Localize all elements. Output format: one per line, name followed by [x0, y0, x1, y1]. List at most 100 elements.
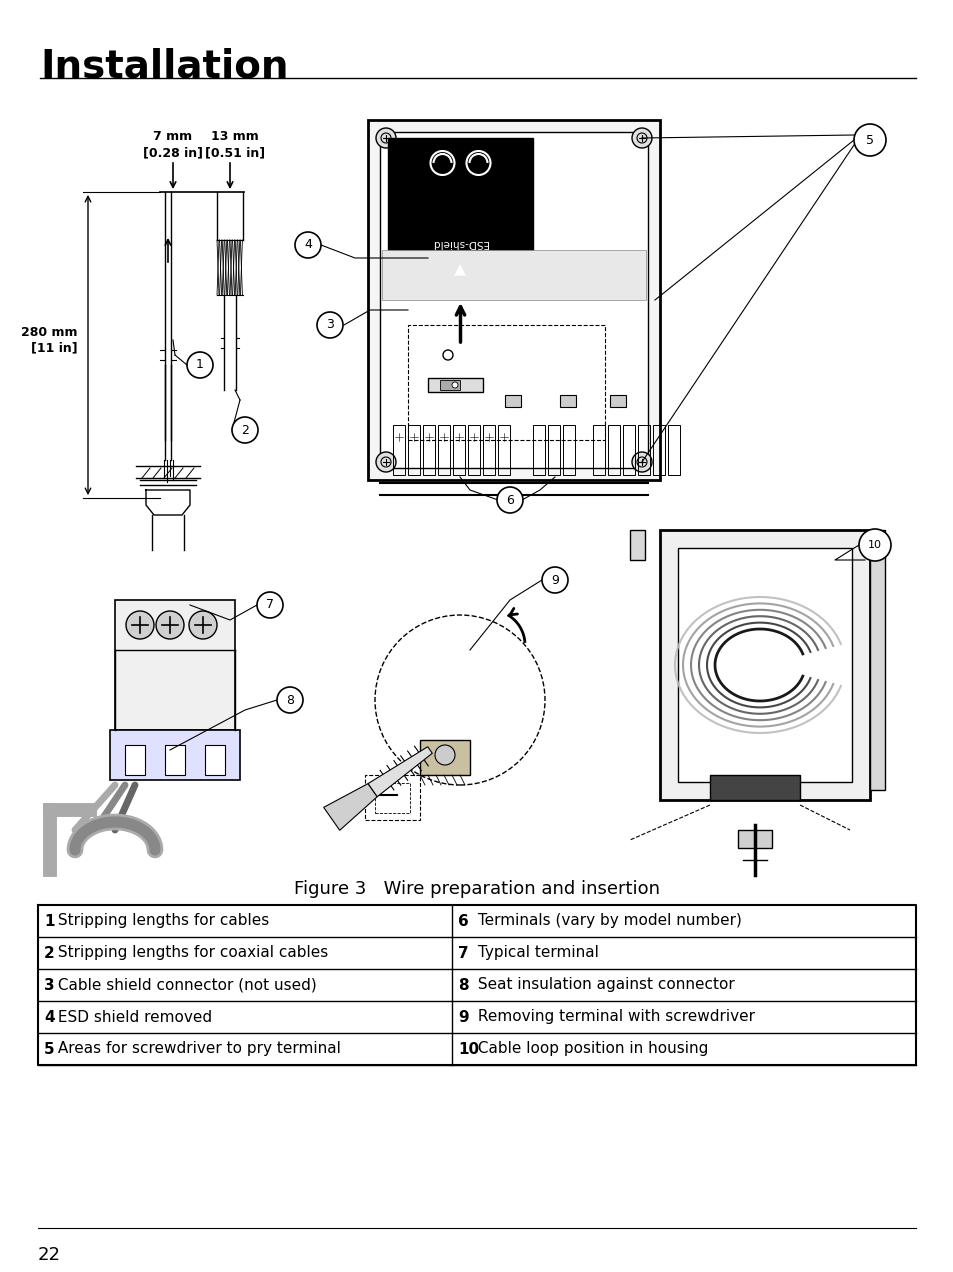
Circle shape: [126, 611, 153, 639]
Text: Cable shield connector (not used): Cable shield connector (not used): [53, 977, 316, 992]
Bar: [678, 548, 851, 782]
Bar: [622, 425, 635, 474]
Bar: [629, 530, 644, 560]
Bar: [428, 378, 482, 392]
Bar: [125, 745, 145, 775]
Bar: [638, 425, 649, 474]
Bar: [368, 120, 659, 480]
Bar: [439, 380, 459, 391]
Bar: [365, 775, 419, 820]
Circle shape: [187, 352, 213, 378]
Bar: [379, 132, 647, 468]
Bar: [709, 775, 800, 800]
Text: Stripping lengths for cables: Stripping lengths for cables: [53, 913, 269, 929]
Bar: [659, 530, 869, 800]
Circle shape: [232, 417, 257, 443]
Bar: [375, 784, 410, 813]
Text: 1: 1: [44, 913, 54, 929]
Text: 6: 6: [505, 494, 514, 506]
Circle shape: [276, 687, 303, 714]
Text: Installation: Installation: [40, 48, 288, 86]
Circle shape: [294, 232, 320, 258]
Circle shape: [375, 452, 395, 472]
Text: 4: 4: [304, 239, 312, 252]
Bar: [437, 425, 450, 474]
Text: ESD shield removed: ESD shield removed: [53, 1010, 212, 1024]
Text: 5: 5: [865, 134, 873, 146]
Text: 4: 4: [44, 1010, 54, 1024]
Bar: [422, 425, 435, 474]
Bar: [562, 425, 575, 474]
Circle shape: [430, 151, 454, 176]
Text: 10: 10: [867, 541, 882, 550]
Text: Removing terminal with screwdriver: Removing terminal with screwdriver: [473, 1010, 755, 1024]
Text: 22: 22: [38, 1247, 61, 1264]
Bar: [388, 137, 533, 295]
Text: 10: 10: [458, 1042, 479, 1057]
Bar: [667, 425, 679, 474]
Bar: [205, 745, 225, 775]
Circle shape: [435, 745, 455, 764]
Text: 9: 9: [551, 574, 558, 586]
Text: 9: 9: [458, 1010, 469, 1024]
Bar: [609, 396, 625, 407]
Bar: [593, 425, 604, 474]
Text: ▼: ▼: [455, 261, 466, 276]
Bar: [607, 425, 619, 474]
Bar: [533, 425, 544, 474]
Text: 3: 3: [326, 318, 334, 332]
Bar: [497, 425, 510, 474]
Polygon shape: [323, 784, 376, 831]
Text: 8: 8: [458, 977, 469, 992]
Circle shape: [256, 591, 283, 618]
Bar: [110, 730, 240, 780]
Text: 3: 3: [44, 977, 54, 992]
Circle shape: [466, 151, 490, 176]
Polygon shape: [368, 747, 432, 796]
Bar: [869, 530, 884, 790]
Bar: [504, 396, 520, 407]
Bar: [547, 425, 559, 474]
Bar: [419, 740, 470, 775]
Text: 13 mm
[0.51 in]: 13 mm [0.51 in]: [205, 130, 265, 159]
Text: Figure 3   Wire preparation and insertion: Figure 3 Wire preparation and insertion: [294, 880, 659, 898]
Circle shape: [858, 529, 890, 561]
Bar: [482, 425, 495, 474]
Text: 280 mm
[11 in]: 280 mm [11 in]: [22, 326, 78, 355]
Bar: [468, 425, 479, 474]
Text: ESD-shield: ESD-shield: [432, 238, 488, 248]
Bar: [453, 425, 464, 474]
Bar: [165, 745, 185, 775]
Circle shape: [316, 312, 343, 338]
Circle shape: [156, 611, 184, 639]
Text: Seat insulation against connector: Seat insulation against connector: [473, 977, 735, 992]
Bar: [393, 425, 405, 474]
Circle shape: [631, 452, 651, 472]
FancyBboxPatch shape: [115, 600, 234, 730]
Bar: [652, 425, 664, 474]
Bar: [408, 425, 419, 474]
Circle shape: [375, 128, 395, 148]
Text: Cable loop position in housing: Cable loop position in housing: [473, 1042, 708, 1057]
Circle shape: [541, 567, 567, 593]
Circle shape: [452, 382, 457, 388]
Text: Areas for screwdriver to pry terminal: Areas for screwdriver to pry terminal: [53, 1042, 340, 1057]
Bar: [502, 265, 533, 295]
Text: Stripping lengths for coaxial cables: Stripping lengths for coaxial cables: [53, 945, 328, 960]
Text: 7: 7: [266, 599, 274, 612]
Text: 7 mm
[0.28 in]: 7 mm [0.28 in]: [143, 130, 203, 159]
Bar: [381, 251, 645, 300]
Text: 6: 6: [458, 913, 469, 929]
Text: 7: 7: [458, 945, 469, 960]
Text: 1: 1: [196, 359, 204, 371]
Text: 5: 5: [44, 1042, 54, 1057]
Bar: [408, 326, 604, 440]
Bar: [738, 831, 771, 848]
Bar: [559, 396, 576, 407]
Circle shape: [631, 128, 651, 148]
Text: Terminals (vary by model number): Terminals (vary by model number): [473, 913, 741, 929]
Circle shape: [497, 487, 522, 513]
Circle shape: [189, 611, 216, 639]
Text: 8: 8: [286, 693, 294, 706]
Text: 2: 2: [44, 945, 54, 960]
